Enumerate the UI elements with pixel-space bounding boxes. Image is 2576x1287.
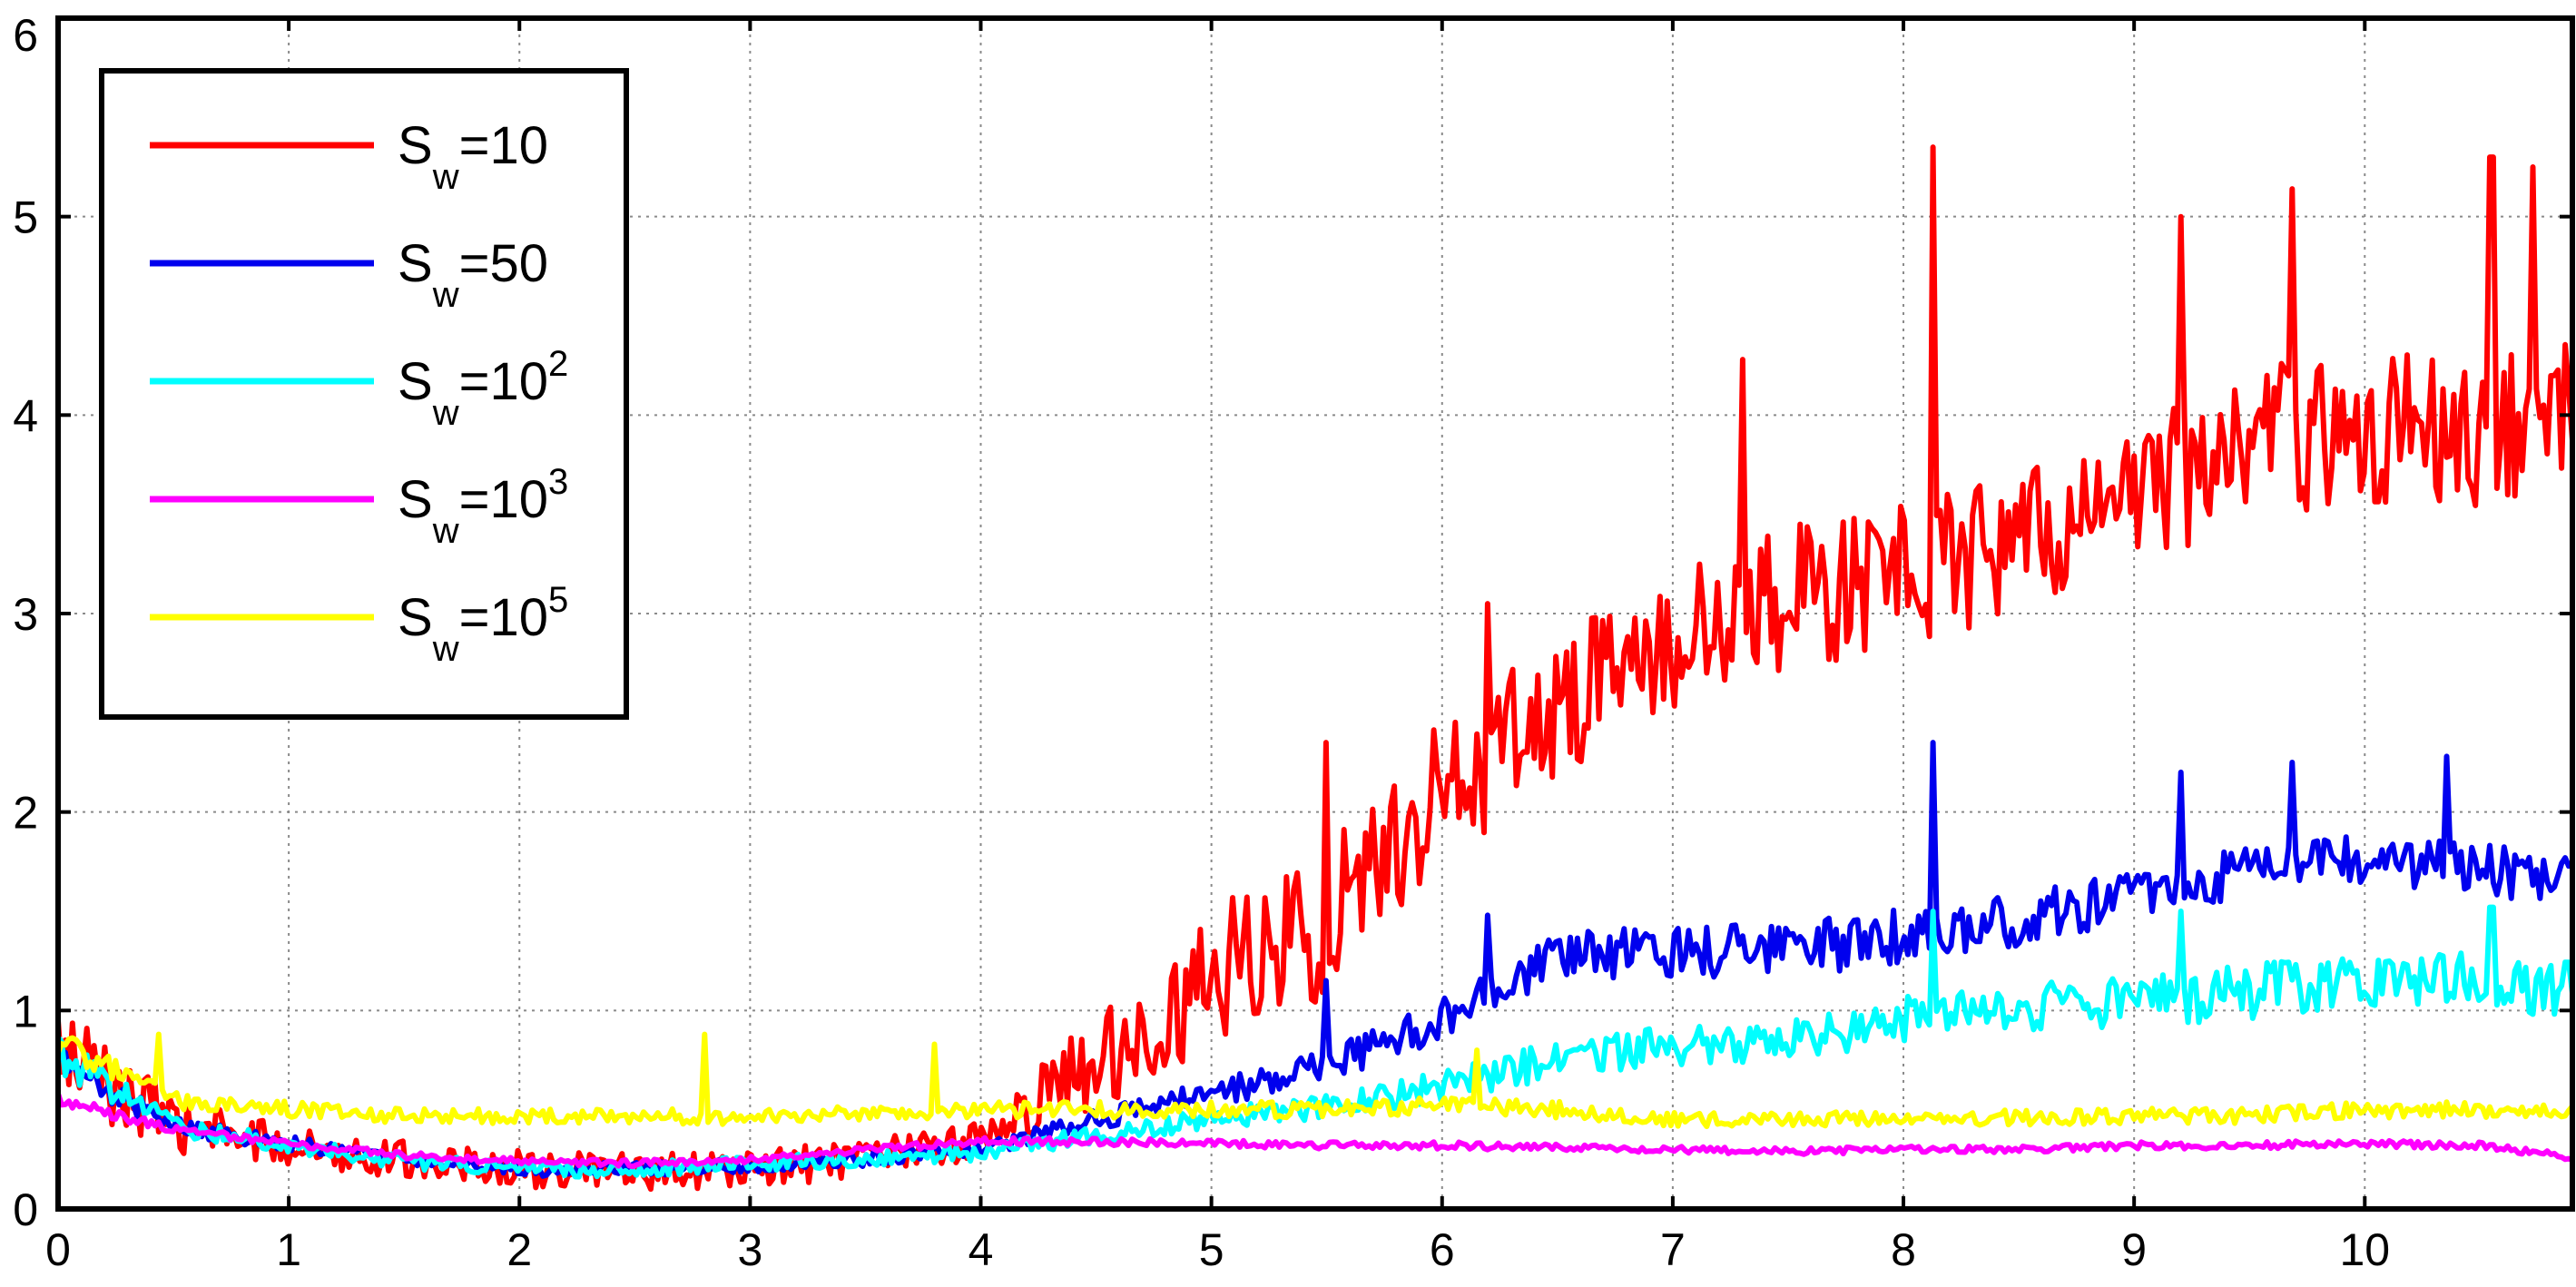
legend-label-0: Sw=10 — [398, 116, 548, 197]
legend-label-1: Sw=50 — [398, 234, 548, 315]
series-line-3 — [55, 1093, 2574, 1170]
y-tick-label-0: 0 — [13, 1184, 38, 1235]
x-tick-label-8: 8 — [1891, 1224, 1916, 1275]
x-tick-label-6: 6 — [1430, 1224, 1455, 1275]
legend-label-4: Sw=105 — [398, 580, 568, 669]
x-tick-label-4: 4 — [968, 1224, 994, 1275]
y-tick-label-1: 1 — [13, 986, 38, 1036]
y-tick-label-2: 2 — [13, 788, 38, 839]
x-tick-label-1: 1 — [276, 1224, 301, 1275]
y-tick-label-5: 5 — [13, 192, 38, 243]
y-tick-label-3: 3 — [13, 589, 38, 640]
x-tick-label-9: 9 — [2121, 1224, 2147, 1275]
series-lines — [55, 144, 2575, 1193]
legend: Sw=10 Sw=50 Sw=102 Sw=103 Sw=105 — [99, 68, 629, 720]
x-tick-label-10: 10 — [2339, 1224, 2390, 1275]
axes: 0 1 2 3 4 5 6 7 8 9 10 0 1 2 3 4 5 6 — [13, 10, 2575, 1275]
y-tick-label-4: 4 — [13, 390, 38, 441]
series-line-2 — [55, 904, 2575, 1180]
y-tick-label-6: 6 — [13, 10, 38, 61]
series-line-4 — [55, 1031, 2575, 1130]
x-tick-label-3: 3 — [737, 1224, 762, 1275]
x-tick-label-0: 0 — [45, 1224, 71, 1275]
x-tick-label-7: 7 — [1660, 1224, 1686, 1275]
x-tick-label-5: 5 — [1199, 1224, 1224, 1275]
legend-label-3: Sw=103 — [398, 462, 568, 551]
series-line-1 — [55, 740, 2574, 1179]
legend-box — [99, 68, 629, 720]
legend-label-2: Sw=102 — [398, 344, 568, 433]
x-tick-label-2: 2 — [506, 1224, 532, 1275]
